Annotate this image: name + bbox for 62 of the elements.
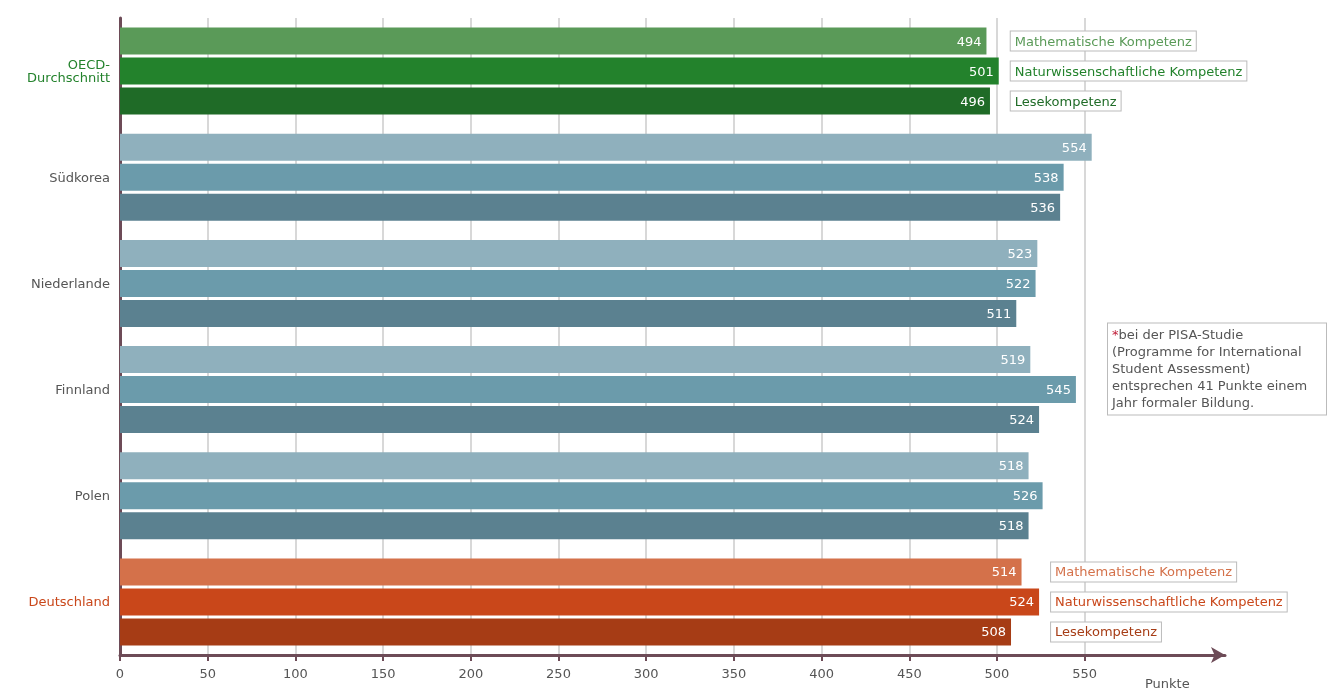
data-label: 511 bbox=[986, 305, 1012, 321]
bar bbox=[120, 406, 1040, 434]
bar bbox=[120, 269, 1036, 297]
text: Mathematische Kompetenz bbox=[1014, 33, 1192, 49]
bar bbox=[120, 87, 990, 115]
bar bbox=[120, 618, 1012, 646]
x-tick-label: 300 bbox=[633, 666, 659, 681]
y-tick-label: Deutschland bbox=[28, 594, 110, 610]
x-tick-label: 550 bbox=[1072, 666, 1098, 681]
data-label: 522 bbox=[1005, 275, 1031, 291]
data-label: 494 bbox=[956, 33, 982, 49]
data-label: 514 bbox=[991, 564, 1017, 580]
data-label: 496 bbox=[960, 93, 985, 109]
data-label: 524 bbox=[1009, 594, 1035, 610]
data-label: 508 bbox=[981, 624, 1007, 640]
y-tick-label: OECD-Durchschnitt bbox=[27, 57, 111, 86]
y-tick-label: Polen bbox=[74, 488, 110, 504]
bar bbox=[120, 588, 1040, 616]
x-tick-label: 350 bbox=[721, 666, 747, 681]
x-axis-title: Punkte bbox=[1145, 676, 1190, 691]
bar bbox=[120, 482, 1043, 510]
bar bbox=[120, 346, 1031, 374]
bar bbox=[120, 193, 1061, 221]
bar bbox=[120, 239, 1038, 267]
data-label: 538 bbox=[1033, 169, 1059, 185]
bar bbox=[120, 57, 999, 85]
data-label: 523 bbox=[1007, 245, 1033, 261]
text: Lesekompetenz bbox=[1055, 624, 1157, 640]
x-tick-label: 500 bbox=[984, 666, 1010, 681]
bar bbox=[120, 133, 1092, 161]
text: Mathematische Kompetenz bbox=[1055, 564, 1233, 580]
x-tick-label: 400 bbox=[809, 666, 834, 681]
data-label: 519 bbox=[1000, 352, 1026, 368]
y-tick-label: Niederlande bbox=[31, 275, 110, 291]
text: Naturwissenschaftliche Kompetenz bbox=[1055, 594, 1283, 610]
x-tick-label: 150 bbox=[370, 666, 396, 681]
data-label: 526 bbox=[1012, 488, 1038, 504]
bar bbox=[120, 376, 1076, 404]
x-tick-label: 0 bbox=[115, 666, 125, 681]
bar bbox=[120, 452, 1029, 480]
x-tick-label: 250 bbox=[546, 666, 571, 681]
series-label: Naturwissenschaftliche Kompetenz bbox=[1014, 63, 1243, 79]
data-label: 518 bbox=[998, 518, 1024, 534]
data-label: 524 bbox=[1009, 412, 1035, 428]
data-label: 536 bbox=[1030, 199, 1056, 215]
x-tick-label: 100 bbox=[282, 666, 308, 681]
x-tick-label: 450 bbox=[896, 666, 922, 681]
x-tick-label: 200 bbox=[458, 666, 484, 681]
bar bbox=[120, 299, 1017, 327]
bar bbox=[120, 163, 1064, 191]
x-tick-label: 50 bbox=[199, 666, 216, 681]
data-label: 545 bbox=[1046, 382, 1071, 398]
data-label: 501 bbox=[968, 63, 994, 79]
bar bbox=[120, 512, 1029, 540]
series-label: Lesekompetenz bbox=[1014, 93, 1117, 109]
annotation: *bei der PISA-Studie (Programme for International Student Assessment) entsprechen 41 Punkte einem Jahr formaler Bildung. bbox=[1111, 327, 1312, 411]
data-label: 554 bbox=[1061, 139, 1087, 155]
bar bbox=[120, 27, 987, 55]
bar bbox=[120, 558, 1022, 586]
y-tick-label: Finnland bbox=[55, 382, 110, 398]
y-tick-label: Südkorea bbox=[49, 169, 110, 185]
data-label: 518 bbox=[998, 458, 1024, 474]
